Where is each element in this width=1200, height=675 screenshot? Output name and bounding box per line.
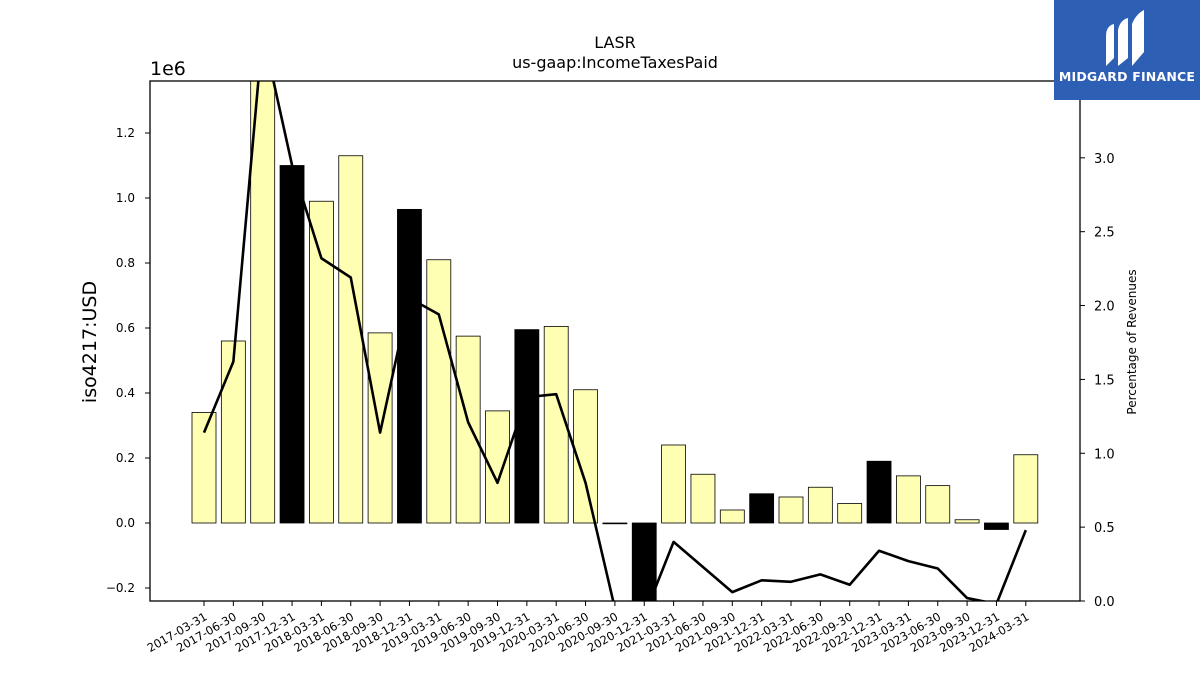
bar-2022-09-30 <box>837 503 863 524</box>
bar-2023-12-31 <box>984 522 1009 530</box>
bar-2021-06-30 <box>690 473 716 524</box>
y-offset-text: 1e6 <box>150 58 186 80</box>
y2-tick-label: 1.0 <box>1094 447 1115 462</box>
y-tick-label: 0.8 <box>116 256 135 270</box>
bar-2020-12-31 <box>631 522 657 601</box>
bar-2022-06-30 <box>807 486 833 524</box>
y-tick-label: −0.2 <box>106 581 135 595</box>
bar-2017-03-31 <box>191 412 217 524</box>
y-tick-label: 0.2 <box>116 451 135 465</box>
bar-2018-03-31 <box>308 200 334 524</box>
brand-logo: MIDGARD FINANCE <box>1054 0 1200 100</box>
bar-2017-06-30 <box>220 340 246 524</box>
bar-2017-09-30 <box>250 81 276 524</box>
bar-2021-09-30 <box>719 509 745 524</box>
bar-2021-03-31 <box>661 444 686 524</box>
bar-2018-06-30 <box>338 155 364 524</box>
y2-tick-label: 3.0 <box>1094 152 1115 167</box>
chart-title: LASR <box>594 33 636 52</box>
bar-2022-12-31 <box>866 460 892 524</box>
y2-axis-label: Percentage of Revenues <box>1125 269 1139 414</box>
y2-tick-label: 0.0 <box>1094 595 1115 610</box>
y2-tick-label: 0.5 <box>1094 521 1115 536</box>
y-tick-label: 0.0 <box>116 516 135 530</box>
y2-tick-label: 1.5 <box>1094 373 1115 388</box>
bar-2019-03-31 <box>426 259 452 524</box>
bar-2023-09-30 <box>954 519 980 524</box>
percentage-line <box>202 81 1028 601</box>
bar-2020-03-31 <box>543 325 569 524</box>
y-tick-label: 1.2 <box>116 126 135 140</box>
chart-subtitle: us-gaap:IncomeTaxesPaid <box>512 53 718 72</box>
y-tick-label: 1.0 <box>116 191 135 205</box>
bar-2023-06-30 <box>925 485 951 524</box>
bar-2017-12-31 <box>279 165 305 524</box>
midgard-logo-icon <box>1106 10 1144 66</box>
bar-2021-12-31 <box>749 493 775 524</box>
bar-2022-03-31 <box>778 496 804 524</box>
brand-name: MIDGARD FINANCE <box>1058 69 1196 84</box>
bar-2024-03-31 <box>1013 454 1039 524</box>
y-tick-label: 0.6 <box>116 321 135 335</box>
plot-area <box>191 81 1039 601</box>
bar-2020-09-30 <box>602 522 628 525</box>
bar-2023-03-31 <box>896 475 921 524</box>
y-axis-label: iso4217:USD <box>79 281 101 403</box>
bar-2019-06-30 <box>455 335 481 524</box>
y2-tick-label: 2.5 <box>1094 226 1115 241</box>
y2-tick-label: 2.0 <box>1094 300 1115 315</box>
bar-2018-12-31 <box>397 208 422 524</box>
y-tick-label: 0.4 <box>116 386 135 400</box>
bar-2019-12-31 <box>514 329 540 524</box>
